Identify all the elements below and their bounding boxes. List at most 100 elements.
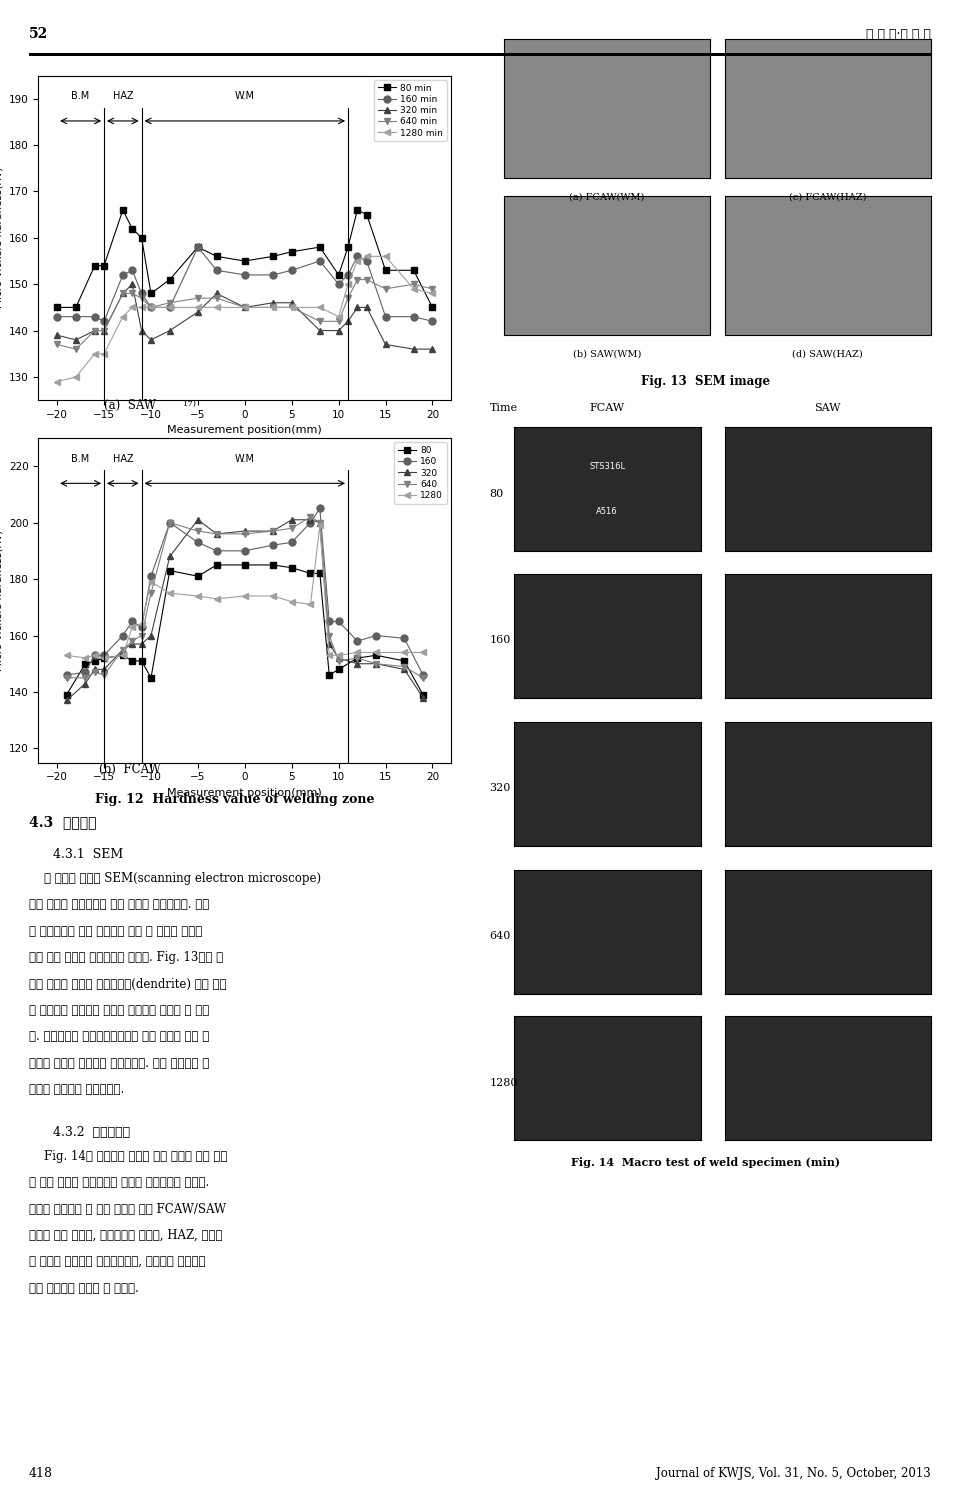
160 min [342, 266, 353, 284]
320 [418, 689, 429, 707]
80 min [192, 239, 204, 257]
320 min [136, 322, 148, 340]
Text: Fig. 13  SEM image: Fig. 13 SEM image [641, 374, 770, 388]
1280 [267, 587, 278, 606]
640 min [145, 299, 156, 317]
640 min [267, 299, 278, 317]
160 [286, 533, 298, 551]
80 [239, 556, 251, 574]
160 min [408, 308, 420, 326]
80 [127, 652, 138, 670]
640 [304, 507, 316, 525]
160 [164, 513, 176, 532]
1280 min [342, 275, 353, 293]
160 min [145, 299, 156, 317]
Text: 으로 동일한 용접재료로 용접 공정을 달리하였다. 열처: 으로 동일한 용접재료로 용접 공정을 달리하였다. 열처 [29, 898, 209, 911]
160 [145, 568, 156, 586]
Text: 본 실험에 사용한 SEM(scanning electron microscope): 본 실험에 사용한 SEM(scanning electron microsco… [29, 871, 321, 885]
160 [371, 627, 382, 645]
1280 min [333, 308, 345, 326]
160 min [52, 308, 63, 326]
1280 [117, 646, 129, 664]
1280 [211, 590, 223, 609]
160 min [286, 261, 298, 279]
Text: Time: Time [490, 403, 517, 412]
Text: (b) SAW(WM): (b) SAW(WM) [572, 349, 641, 358]
Text: 리 유지시간에 따른 용접부의 조직 및 입계의 탄화물: 리 유지시간에 따른 용접부의 조직 및 입계의 탄화물 [29, 924, 202, 938]
320 [398, 660, 410, 678]
80 [324, 666, 335, 684]
Text: 640: 640 [490, 932, 511, 941]
160 [418, 666, 429, 684]
160 min [426, 313, 438, 331]
Text: W.M: W.M [235, 455, 254, 464]
320 min [164, 322, 176, 340]
1280 min [314, 299, 325, 317]
320 min [342, 313, 353, 331]
1280 min [136, 299, 148, 317]
160 min [136, 284, 148, 302]
1280 [239, 587, 251, 606]
Text: (b)  FCAW: (b) FCAW [99, 763, 160, 776]
Text: STS316L: STS316L [589, 462, 625, 471]
160 min [211, 261, 223, 279]
160 [304, 513, 316, 532]
Text: (a) FCAW(WM): (a) FCAW(WM) [569, 192, 644, 201]
1280 [98, 649, 109, 667]
320 [89, 660, 101, 678]
640 [117, 640, 129, 658]
320 [314, 513, 325, 532]
1280 min [408, 279, 420, 297]
320 [267, 522, 278, 541]
640 [136, 627, 148, 645]
1280 [127, 618, 138, 636]
320 min [145, 331, 156, 349]
Text: 320: 320 [490, 784, 511, 793]
160 [136, 618, 148, 636]
320 min [89, 322, 101, 340]
160 [267, 536, 278, 554]
80 [267, 556, 278, 574]
640 min [211, 288, 223, 307]
640 [267, 522, 278, 541]
640 [314, 513, 325, 532]
Text: 4.3.2  매크로시험: 4.3.2 매크로시험 [53, 1125, 130, 1139]
160 min [351, 248, 363, 266]
Text: Fig. 14  Macro test of weld specimen (min): Fig. 14 Macro test of weld specimen (min… [571, 1157, 840, 1167]
320 [127, 634, 138, 652]
1280 min [192, 299, 204, 317]
80 [60, 686, 72, 704]
1280 min [145, 299, 156, 317]
320 min [192, 304, 204, 322]
160 min [361, 252, 372, 270]
160 min [127, 261, 138, 279]
640 [239, 525, 251, 544]
Y-axis label: Micro vickers hardness(Hv): Micro vickers hardness(Hv) [0, 530, 4, 670]
640 min [351, 270, 363, 288]
320 [117, 640, 129, 658]
320 [164, 548, 176, 566]
Text: Fig. 14는 클래드강 맞대기 용접 공정에 따른 용접: Fig. 14는 클래드강 맞대기 용접 공정에 따른 용접 [29, 1149, 228, 1163]
160 min [380, 308, 392, 326]
320 [351, 655, 363, 673]
640 min [89, 322, 101, 340]
640 min [239, 299, 251, 317]
1280 min [267, 299, 278, 317]
320 min [333, 322, 345, 340]
80 min [426, 299, 438, 317]
320 [286, 510, 298, 528]
160 [398, 630, 410, 648]
640 min [192, 288, 204, 307]
Text: (c) FCAW(HAZ): (c) FCAW(HAZ) [789, 192, 866, 201]
320 [98, 660, 109, 678]
Text: 용접부 관찰 결과는, 클래드재와 탄소강, HAZ, 용접금: 용접부 관찰 결과는, 클래드재와 탄소강, HAZ, 용접금 [29, 1229, 223, 1241]
1280 min [164, 299, 176, 317]
Line: 80: 80 [63, 562, 426, 698]
Text: 열처리 유지시간 및 용접 입열에 따른 FCAW/SAW: 열처리 유지시간 및 용접 입열에 따른 FCAW/SAW [29, 1202, 226, 1216]
320 min [408, 340, 420, 358]
Text: 52: 52 [29, 27, 48, 41]
160 [324, 613, 335, 631]
80 min [314, 239, 325, 257]
1280 [304, 595, 316, 613]
Y-axis label: Micro vickers hardness(Hv): Micro vickers hardness(Hv) [0, 168, 4, 308]
